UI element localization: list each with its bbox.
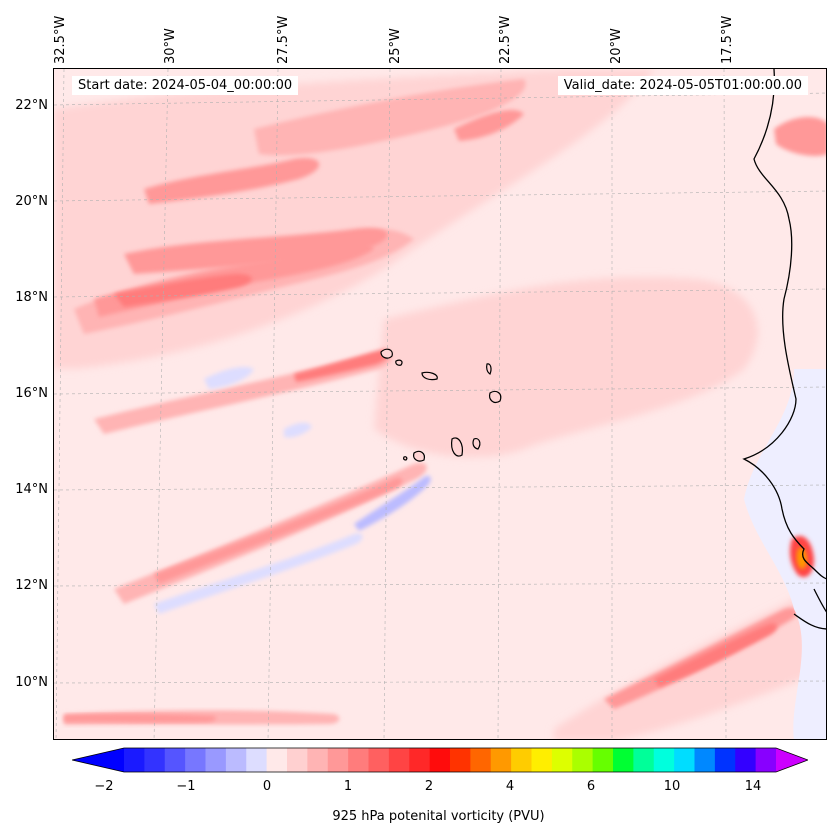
colorbar-segment xyxy=(205,748,227,772)
cb-tick-label: 4 xyxy=(505,779,515,794)
colorbar-segment xyxy=(124,748,145,772)
lat-label-16n: 16°N xyxy=(15,386,48,401)
colorbar-segment xyxy=(327,748,349,772)
colorbar-segment xyxy=(225,748,247,772)
pv-region-broad xyxy=(374,277,758,458)
colorbar-segment xyxy=(164,748,186,772)
lat-label-18n: 18°N xyxy=(15,290,48,305)
colorbar-segment xyxy=(531,748,553,772)
pv-streak-south-core xyxy=(64,713,216,723)
pv-hotspot-ne xyxy=(774,117,826,156)
lon-label-25w: 25°W xyxy=(388,28,403,64)
island-santo-antao xyxy=(380,348,393,359)
pv-streak-ne-2 xyxy=(454,109,524,141)
colorbar-segment xyxy=(490,748,512,772)
colorbar-segment xyxy=(266,748,288,772)
pv-wake-middle-core xyxy=(154,477,403,584)
colorbar-segment xyxy=(653,748,675,772)
colorbar-segment xyxy=(755,748,777,772)
pv-wake-north-core xyxy=(294,349,390,382)
colorbar-segment xyxy=(714,748,736,772)
colorbar-segment xyxy=(429,748,451,772)
cb-tick-label: 10 xyxy=(663,779,681,794)
colorbar-under-arrow xyxy=(72,748,124,772)
colorbar-segment xyxy=(511,748,532,772)
colorbar-segment xyxy=(287,748,308,772)
colorbar-segment xyxy=(348,748,369,772)
pv-hotspot-coast-core xyxy=(796,547,807,569)
colorbar-over-arrow xyxy=(776,748,808,772)
cb-tick-label: 6 xyxy=(586,779,596,794)
pv-streak-nw-5 xyxy=(144,158,320,204)
coastline-west-africa xyxy=(742,69,826,630)
colorbar-segment xyxy=(572,748,594,772)
cb-tick-label: 14 xyxy=(744,779,762,794)
island-sao-nicolau xyxy=(421,371,438,381)
cb-tick-label: −2 xyxy=(94,779,114,794)
lon-label-17-5w: 17.5°W xyxy=(720,15,735,64)
colorbar-segment xyxy=(470,748,492,772)
colorbar-segment xyxy=(592,748,614,772)
lat-label-14n: 14°N xyxy=(15,482,48,497)
lon-label-30w: 30°W xyxy=(163,28,178,64)
lat-label-12n: 12°N xyxy=(15,578,48,593)
colorbar-segment xyxy=(409,748,431,772)
cb-tick-label: 1 xyxy=(343,779,353,794)
colorbar-segment xyxy=(674,748,695,772)
island-santiago xyxy=(451,437,463,457)
island-boa-vista xyxy=(489,390,502,404)
pv-contour-map xyxy=(54,69,826,739)
colorbar-segment xyxy=(246,748,268,772)
colorbar-segment xyxy=(735,748,757,772)
island-sal xyxy=(486,363,492,375)
map-panel xyxy=(53,68,827,740)
pv-wake-blue xyxy=(354,475,431,531)
valid-date-label: Valid_date: 2024-05-05T01:00:00.00 xyxy=(557,76,808,95)
colorbar-segment xyxy=(144,748,166,772)
lat-label-20n: 20°N xyxy=(15,194,48,209)
island-sao-vicente xyxy=(395,359,403,366)
lon-label-27-5w: 27.5°W xyxy=(276,15,291,64)
land-region xyxy=(744,369,826,739)
cb-tick-label: 0 xyxy=(262,779,272,794)
colorbar-segment xyxy=(388,748,410,772)
lat-label-10n: 10°N xyxy=(15,675,48,690)
colorbar-outline xyxy=(72,747,808,773)
colorbar-title: 925 hPa potenital vorticity (PVU) xyxy=(332,809,545,824)
pv-wake-blue-2 xyxy=(154,533,363,614)
island-maio xyxy=(472,438,481,450)
colorbar-segment xyxy=(450,748,471,772)
colorbar-segment xyxy=(694,748,716,772)
island-brava xyxy=(403,456,408,461)
island-fogo xyxy=(413,450,425,462)
colorbar xyxy=(72,747,808,773)
pv-blue-patch-1 xyxy=(204,367,254,389)
graticule xyxy=(54,69,826,739)
pv-streak-nw-4 xyxy=(124,228,388,274)
colorbar-segment xyxy=(551,748,573,772)
cb-tick-label: −1 xyxy=(176,779,196,794)
colorbar-segment xyxy=(633,748,655,772)
colorbar-segment xyxy=(307,748,329,772)
lon-label-22-5w: 22.5°W xyxy=(498,15,513,64)
lat-label-22n: 22°N xyxy=(15,98,48,113)
colorbar-segment xyxy=(185,748,206,772)
pv-streak-nw-3 xyxy=(114,273,252,307)
colorbar-segment xyxy=(368,748,390,772)
pv-band-southeast-core xyxy=(654,623,778,687)
cape-verde-islands xyxy=(380,348,502,462)
lon-label-20w: 20°W xyxy=(609,28,624,64)
pv-blue-patch-2 xyxy=(284,422,312,438)
colorbar-segment xyxy=(613,748,634,772)
lon-label-32-5w: 32.5°W xyxy=(53,15,68,64)
start-date-label: Start date: 2024-05-04_00:00:00 xyxy=(72,76,299,95)
cb-tick-label: 2 xyxy=(424,779,434,794)
